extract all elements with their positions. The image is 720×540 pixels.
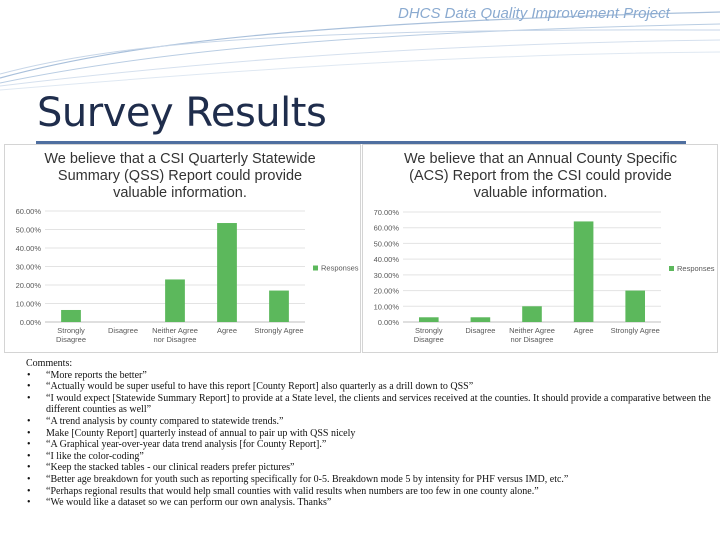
acs-chart: 0.00% 10.00% 20.00% 30.00% 40.00% 50.00% 60.00… [374, 208, 715, 344]
y-tick-label: 50.00% [374, 239, 400, 248]
bullet-icon: • [27, 415, 31, 427]
comment-text: “Better age breakdown for youth such as … [46, 473, 569, 485]
comment-item: • “I like the color-coding” [26, 451, 716, 463]
y-tick-label: 0.00% [20, 318, 42, 327]
comment-text: “Keep the stacked tables - our clinical … [46, 462, 295, 474]
bar [418, 317, 439, 322]
y-tick-label: 20.00% [374, 287, 400, 296]
comments-list: • “More reports the better” • “Actually wou… [26, 370, 716, 509]
comment-text: “More reports the better” [46, 369, 147, 381]
y-tick-label: 10.00% [16, 300, 42, 309]
bar [165, 279, 185, 322]
x-tick-label: Agree [217, 326, 237, 335]
bar [470, 317, 491, 322]
x-tick-label: Strongly [57, 326, 85, 335]
comment-item: • “Perhaps regional results that would he… [26, 486, 716, 498]
y-tick-label: 40.00% [374, 255, 400, 264]
bar [217, 223, 237, 322]
comment-item: • “I would expect [Statewide Summary Repo… [26, 393, 716, 416]
comment-text: Make [County Report] quarterly instead o… [46, 427, 356, 439]
bar [522, 306, 542, 322]
comment-text: “A Graphical year-over-year data trend a… [46, 439, 327, 451]
x-tick-label: Strongly [415, 326, 443, 335]
slide-title: Survey Results [37, 90, 327, 136]
y-tick-label: 0.00% [378, 318, 400, 327]
comment-text: “I like the color-coding” [46, 450, 144, 462]
legend-label: Responses [677, 264, 715, 273]
y-tick-label: 60.00% [374, 224, 400, 233]
x-tick-label: Disagree [56, 335, 86, 344]
x-tick-label: Disagree [414, 335, 444, 344]
x-tick-label: Strongly Agree [611, 326, 660, 335]
x-tick-label: Disagree [108, 326, 138, 335]
legend-label: Responses [321, 264, 359, 273]
bar [61, 309, 81, 322]
comment-text: “A trend analysis by county compared to … [46, 415, 284, 427]
comment-item: • Make [County Report] quarterly instead … [26, 428, 716, 440]
comments-section: Comments: • “More reports the better” • “Ac… [26, 358, 716, 509]
legend-swatch [313, 265, 318, 271]
y-tick-label: 30.00% [16, 263, 42, 272]
header-swoosh-decoration [0, 11, 720, 91]
acs-chart-panel: We believe that an Annual County Specifi… [362, 144, 718, 353]
bullet-icon: • [27, 462, 31, 474]
bullet-icon: • [27, 497, 31, 509]
comment-item: • “Actually would be super useful to have… [26, 381, 716, 393]
comment-text: “I would expect [Statewide Summary Repor… [46, 392, 711, 416]
legend-swatch [669, 266, 674, 271]
bullet-icon: • [27, 450, 31, 462]
comment-item: • “A trend analysis by county compared to… [26, 416, 716, 428]
y-tick-label: 60.00% [16, 207, 42, 216]
x-tick-label: nor Disagree [511, 335, 554, 344]
y-tick-label: 10.00% [374, 302, 400, 311]
y-tick-label: 30.00% [374, 271, 400, 280]
comment-text: “We would like a dataset so we can perfo… [46, 497, 332, 509]
comment-item: • “Keep the stacked tables - our clinical… [26, 462, 716, 474]
qss-chart: 0.00% 10.00% 20.00% 30.00% 40.00% 50.00% 60.00… [16, 207, 359, 344]
header-title: DHCS Data Quality Improvement Project [398, 5, 670, 22]
comment-item: • “We would like a dataset so we can perf… [26, 497, 716, 509]
x-tick-label: Agree [574, 326, 594, 335]
bullet-icon: • [27, 369, 31, 381]
x-tick-label: Neither Agree [509, 326, 555, 335]
bullet-icon: • [27, 485, 31, 497]
comments-heading: Comments: [26, 358, 73, 369]
y-tick-label: 20.00% [16, 281, 42, 290]
y-tick-label: 40.00% [16, 244, 42, 253]
bullet-icon: • [27, 427, 31, 439]
chart-title: We believe that a CSI Quarterly Statewid… [44, 151, 316, 201]
comment-text: “Perhaps regional results that would hel… [46, 485, 539, 497]
y-tick-label: 50.00% [16, 226, 42, 235]
bullet-icon: • [27, 439, 31, 451]
comment-item: • “A Graphical year-over-year data trend … [26, 439, 716, 451]
bullet-icon: • [27, 392, 31, 404]
bar [269, 290, 289, 322]
chart-title: We believe that an Annual County Specifi… [404, 151, 677, 201]
title-divider [36, 141, 686, 144]
x-tick-label: Disagree [465, 326, 495, 335]
comment-item: • “More reports the better” [26, 370, 716, 382]
bullet-icon: • [27, 473, 31, 485]
bar [625, 290, 646, 322]
x-tick-label: Strongly Agree [254, 326, 303, 335]
qss-chart-panel: We believe that a CSI Quarterly Statewid… [4, 144, 361, 353]
x-tick-label: nor Disagree [154, 335, 197, 344]
comment-item: • “Better age breakdown for youth such as… [26, 474, 716, 486]
y-tick-label: 70.00% [374, 208, 400, 217]
comment-text: “Actually would be super useful to have … [46, 381, 474, 393]
bar [573, 221, 594, 322]
bullet-icon: • [27, 381, 31, 393]
x-tick-label: Neither Agree [152, 326, 198, 335]
